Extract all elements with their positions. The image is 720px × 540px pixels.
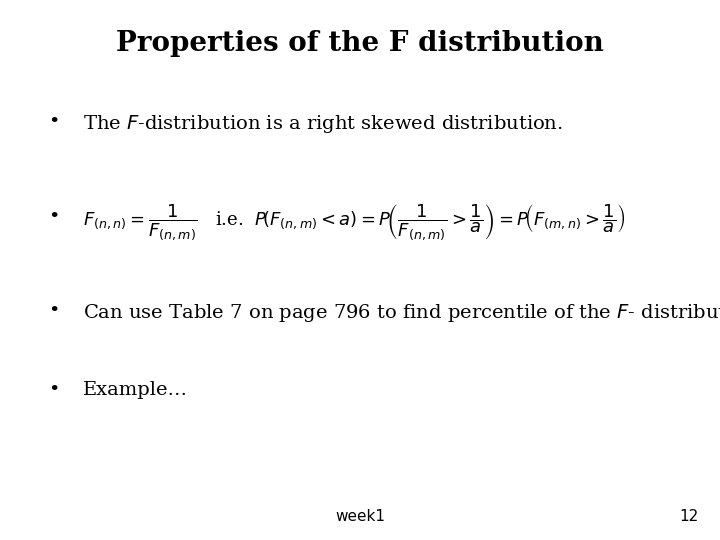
Text: •: • xyxy=(48,113,60,131)
Text: Can use Table 7 on page 796 to find percentile of the $\mathit{F}$- distribution: Can use Table 7 on page 796 to find perc… xyxy=(83,302,720,325)
Text: •: • xyxy=(48,302,60,320)
Text: •: • xyxy=(48,208,60,226)
Text: 12: 12 xyxy=(679,509,698,524)
Text: week1: week1 xyxy=(335,509,385,524)
Text: The $\mathit{F}$-distribution is a right skewed distribution.: The $\mathit{F}$-distribution is a right… xyxy=(83,113,563,136)
Text: $F_{(n,n)} = \dfrac{1}{F_{(n,m)}}$   i.e.  $P\!\left(F_{(n,m)} < a\right) = P\!\: $F_{(n,n)} = \dfrac{1}{F_{(n,m)}}$ i.e. … xyxy=(83,202,626,242)
Text: Example…: Example… xyxy=(83,381,188,399)
Text: Properties of the F distribution: Properties of the F distribution xyxy=(116,30,604,57)
Text: •: • xyxy=(48,381,60,399)
